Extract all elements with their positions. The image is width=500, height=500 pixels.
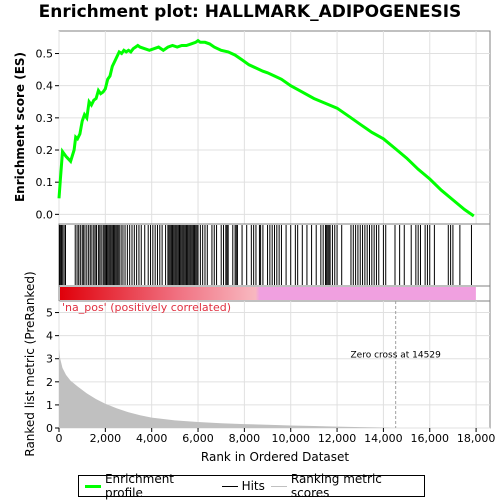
x-axis-ticks: 0 2,000 4,000 6,000 8,000 10,000 12,000 14,000 1… [56,428,496,445]
ranked-metric-panel: 0 1 2 3 4 5 Zero cross at 14529 'na_pos' (pos… [23,271,495,464]
x-axis-tick-label: 8,000 [229,432,261,445]
metric-y-tick-label: 2 [46,376,53,389]
legend-label: Hits [241,479,265,493]
enrichment-panel: 0.0 0.1 0.2 0.3 0.4 0.5 Enrichment score (ES) [13,30,491,225]
metric-y-tick-label: 0 [46,422,53,435]
enrichment-y-ticks: 0.0 0.1 0.2 0.3 0.4 0.5 [36,48,59,221]
metric-y-tick-label: 4 [46,330,53,343]
x-axis-tick-label: 12,000 [318,432,357,445]
zero-cross-label: Zero cross at 14529 [351,351,442,361]
metric-y-tick-label: 1 [46,399,53,412]
enrichment-grid [58,31,490,224]
ranked-metric-y-axis-label: Ranked list metric (PreRanked) [23,271,37,456]
chart-svg: 0.0 0.1 0.2 0.3 0.4 0.5 Enrichment score (ES) [13,30,495,464]
ranked-metric-y-ticks: 0 1 2 3 4 5 [46,307,59,435]
enrichment-y-tick-label: 0.0 [36,208,54,221]
metric-y-tick-label: 3 [46,353,53,366]
enrichment-y-tick-label: 0.3 [36,112,54,125]
x-axis-tick-label: 10,000 [271,432,310,445]
x-axis-tick-label: 14,000 [364,432,403,445]
positively-correlated-label: 'na_pos' (positively correlated) [62,301,231,314]
ranked-metric-grid [58,301,490,429]
ranked-metric-frame [58,300,491,429]
enrichment-y-axis-label: Enrichment score (ES) [13,52,27,202]
legend-item-ranking-metric: Ranking metric scores [270,472,424,500]
x-axis-tick-label: 2,000 [90,432,122,445]
hits-panel [58,223,491,287]
legend-item-enrichment-profile: Enrichment profile [85,472,216,500]
legend-swatch-gray [270,485,287,487]
ranking-metric-area [59,349,396,428]
enrichment-panel-frame [58,30,491,225]
ranking-color-bar [60,287,476,300]
legend-label: Ranking metric scores [290,472,382,500]
ranking-bar-panel [58,285,491,302]
x-axis-tick-label: 18,000 [457,432,496,445]
chart-title: Enrichment plot: HALLMARK_ADIPOGENESIS [38,2,462,22]
x-axis-label: Rank in Ordered Dataset [201,450,349,464]
x-axis-tick-label: 4,000 [136,432,168,445]
x-axis-tick-label: 0 [56,432,63,445]
metric-y-tick-label: 5 [46,307,53,320]
enrichment-profile-line [57,38,475,218]
x-axis-tick-label: 6,000 [182,432,214,445]
enrichment-y-tick-label: 0.5 [36,48,54,61]
chart-legend: Enrichment profile Hits Ranking metric s… [78,472,425,500]
enrichment-y-tick-label: 0.1 [36,176,54,189]
hit-markers [58,225,472,285]
x-axis-tick-label: 16,000 [411,432,450,445]
enrichment-y-tick-label: 0.4 [36,80,54,93]
legend-label: Enrichment profile [104,472,175,500]
legend-swatch-black [221,485,238,487]
legend-swatch-green [85,484,101,488]
legend-item-hits: Hits [221,479,265,493]
enrichment-y-tick-label: 0.2 [36,144,54,157]
